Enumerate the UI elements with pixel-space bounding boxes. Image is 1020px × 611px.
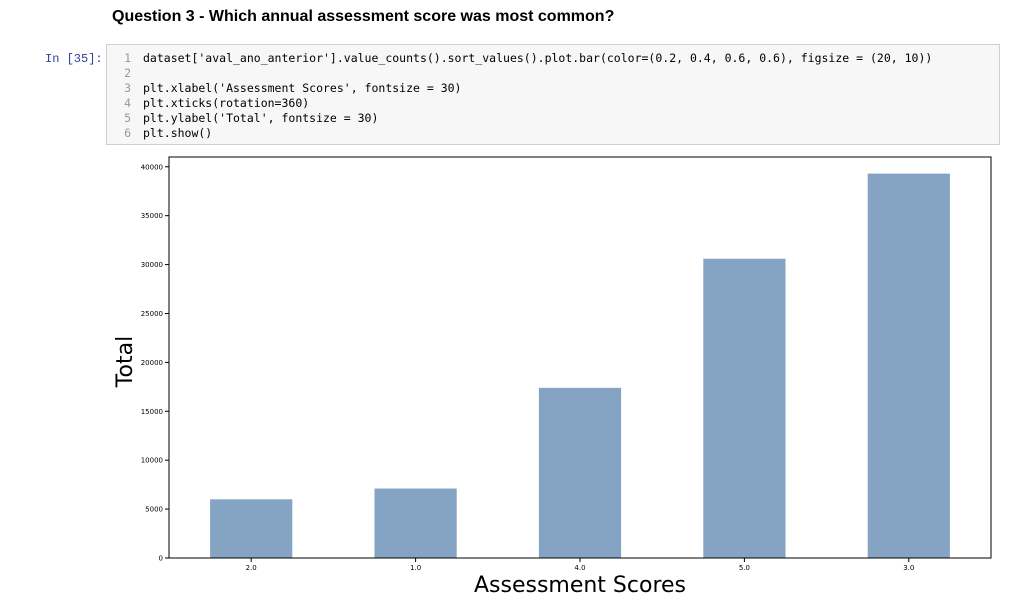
y-tick-label: 5000 [145, 506, 163, 514]
x-tick-label: 4.0 [574, 564, 585, 572]
code-cell[interactable]: 1 dataset['aval_ano_anterior'].value_coun… [106, 44, 1000, 145]
y-tick-label: 0 [159, 555, 163, 563]
line-number: 6 [124, 126, 131, 140]
bar [210, 499, 293, 558]
bar [867, 173, 950, 558]
code-text: plt.xlabel('Assessment Scores', fontsize… [143, 81, 462, 95]
x-axis-label: Assessment Scores [474, 573, 686, 598]
code-line: 2 [107, 66, 143, 81]
bar [703, 258, 786, 558]
code-text: plt.ylabel('Total', fontsize = 30) [143, 111, 379, 125]
y-tick-label: 20000 [141, 359, 163, 367]
y-tick-label: 30000 [141, 261, 163, 269]
question-heading: Question 3 - Which annual assessment sco… [112, 8, 615, 25]
x-tick-label: 1.0 [410, 564, 421, 572]
bar [374, 488, 457, 558]
line-number: 5 [124, 111, 131, 125]
code-line: 5 plt.ylabel('Total', fontsize = 30) [107, 111, 378, 126]
y-tick-label: 15000 [141, 408, 163, 416]
code-line: 3 plt.xlabel('Assessment Scores', fontsiz… [107, 81, 462, 96]
code-line: 4 plt.xticks(rotation=360) [107, 96, 309, 111]
y-tick-label: 40000 [141, 163, 163, 171]
plot-frame [168, 156, 992, 559]
line-number: 1 [124, 51, 131, 65]
code-text: dataset['aval_ano_anterior'].value_count… [143, 51, 933, 65]
y-axis-label: Total [113, 336, 138, 388]
code-line: 6 plt.show() [107, 126, 212, 141]
bar [538, 387, 622, 558]
y-tick-label: 10000 [141, 457, 163, 465]
code-line: 1 dataset['aval_ano_anterior'].value_coun… [107, 51, 932, 66]
x-tick-label: 2.0 [246, 564, 257, 572]
code-text: plt.xticks(rotation=360) [143, 96, 310, 110]
y-tick-label: 35000 [141, 212, 163, 220]
cell-prompt: In [35]: [45, 52, 103, 66]
line-number: 4 [124, 96, 131, 110]
line-number: 3 [124, 81, 131, 95]
y-tick-label: 25000 [141, 310, 163, 318]
x-tick-label: 5.0 [739, 564, 750, 572]
x-tick-label: 3.0 [903, 564, 914, 572]
code-text: plt.show() [143, 126, 213, 140]
line-number: 2 [124, 66, 131, 80]
bar-chart: 2.0 1.0 4.0 5.0 3.0 0 5000 10000 15000 20000 25000… [113, 156, 992, 598]
